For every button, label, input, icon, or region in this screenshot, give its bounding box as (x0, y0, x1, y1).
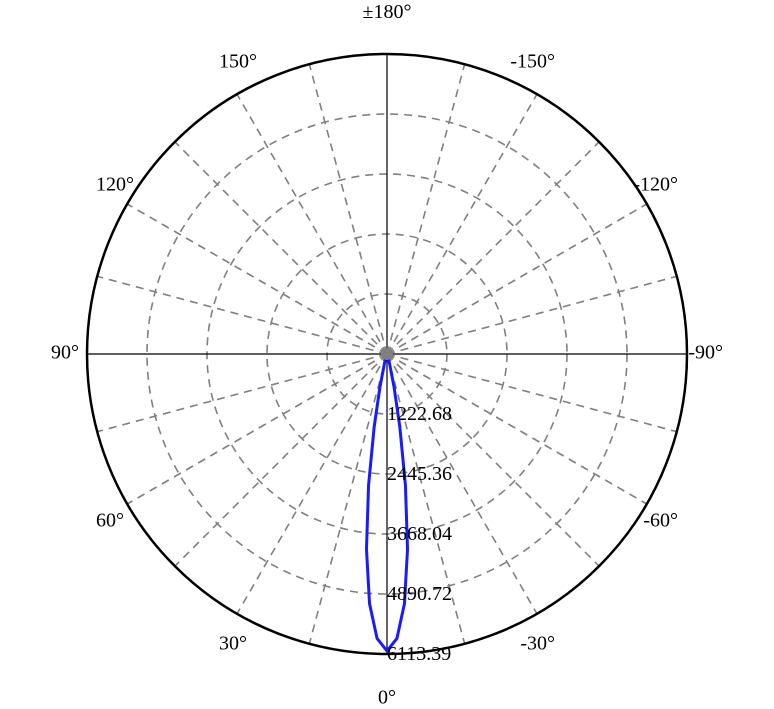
angle-label: ±180° (363, 1, 412, 23)
radial-label: 2445.36 (387, 463, 452, 485)
polar-chart: ±180° 150° 120° 90° 60° 30° 0° -30° -60° -90° -120… (0, 0, 774, 709)
angle-label: -30° (520, 633, 555, 655)
angle-label: 60° (96, 510, 124, 532)
angle-label: 90° (51, 342, 79, 364)
radial-label: 6113.39 (387, 643, 451, 665)
radial-label: 3668.04 (387, 523, 452, 545)
angle-label: 120° (96, 174, 134, 196)
angle-label: -60° (643, 510, 678, 532)
radial-label: 1222.68 (387, 403, 452, 425)
angle-label: 0° (378, 687, 396, 709)
angle-label: -150° (510, 51, 555, 73)
angle-label: 150° (219, 51, 257, 73)
angle-label: -90° (688, 342, 723, 364)
radial-label: 4890.72 (387, 583, 452, 605)
angle-label: -120° (633, 174, 678, 196)
angle-label: 30° (219, 633, 247, 655)
center-marker (381, 348, 393, 360)
